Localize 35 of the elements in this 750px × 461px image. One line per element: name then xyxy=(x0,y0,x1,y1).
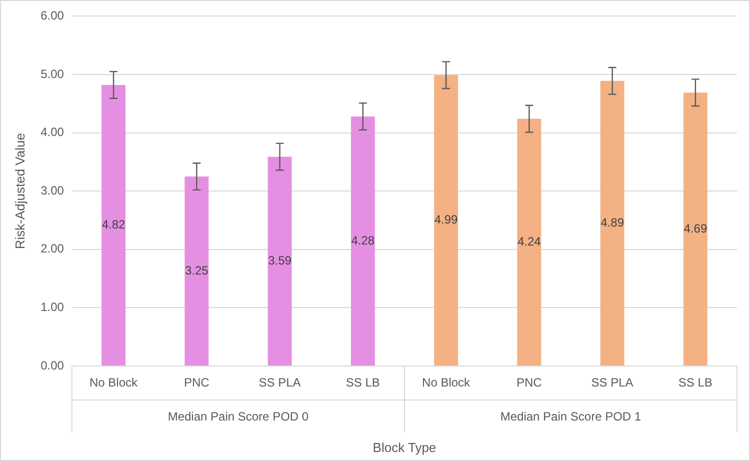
bar xyxy=(102,84,126,366)
y-tick-label: 0.00 xyxy=(40,358,64,372)
bar xyxy=(434,75,458,366)
x-tick-label: SS PLA xyxy=(258,376,301,390)
bar xyxy=(350,116,375,366)
x-tick-label: SS PLA xyxy=(591,376,634,390)
x-tick-label: SS LB xyxy=(678,376,712,390)
data-label: 3.25 xyxy=(184,263,209,278)
x-tick-label: No Block xyxy=(90,376,139,390)
text: Median Pain Score POD 1 xyxy=(500,409,642,424)
text: Median Pain Score POD 0 xyxy=(168,409,309,424)
y-tick-label: 4.00 xyxy=(40,125,64,140)
data-label: 4.82 xyxy=(102,218,126,232)
x-tick-label: PNC xyxy=(184,376,210,390)
data-label: 3.59 xyxy=(268,253,292,268)
data-label: 4.28 xyxy=(351,233,375,248)
y-axis-title: Risk-Adjusted Value xyxy=(12,133,28,250)
bar xyxy=(600,80,624,366)
x-tick-label: No Block xyxy=(422,376,472,390)
y-tick-label: 5.00 xyxy=(40,66,64,81)
y-tick-label: 3.00 xyxy=(40,183,64,198)
bar xyxy=(517,118,542,366)
data-label: 4.99 xyxy=(434,212,458,227)
x-tick-label: PNC xyxy=(516,376,542,390)
bar xyxy=(268,156,292,366)
y-tick-label: 6.00 xyxy=(40,8,64,23)
bar xyxy=(184,176,209,366)
data-label: 4.89 xyxy=(600,216,624,230)
y-tick-label: 2.00 xyxy=(40,242,64,256)
y-tick-label: 1.00 xyxy=(40,300,64,314)
data-label: 4.69 xyxy=(684,221,708,236)
bar xyxy=(683,92,708,366)
x-tick-label: SS LB xyxy=(346,376,380,390)
x-axis-title: Block Type xyxy=(372,440,436,455)
data-label: 4.24 xyxy=(517,234,542,248)
